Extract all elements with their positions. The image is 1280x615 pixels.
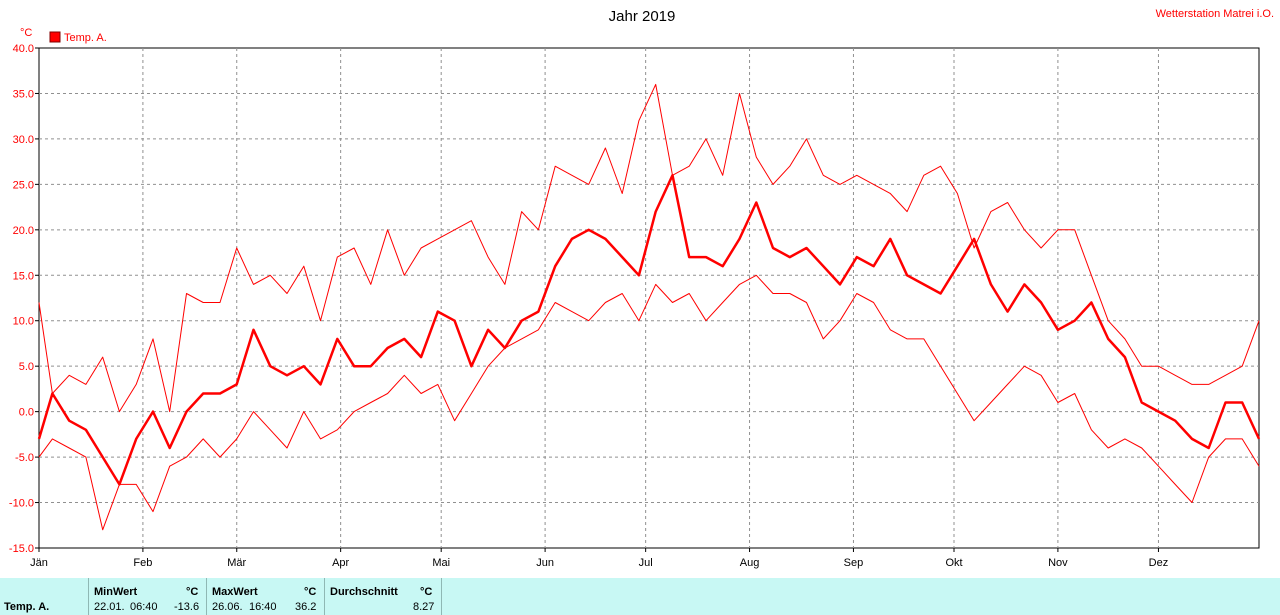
max-time: 16:40: [249, 601, 277, 613]
x-tick-label: Sep: [844, 557, 864, 569]
stats-row-label: Temp. A.: [4, 601, 50, 613]
max-date: 26.06.: [212, 601, 243, 613]
min-date: 22.01.: [94, 601, 125, 613]
x-tick-label: Aug: [740, 557, 760, 569]
x-tick-label: Dez: [1149, 557, 1169, 569]
x-tick-label: Jun: [536, 557, 554, 569]
x-tick-label: Okt: [945, 557, 962, 569]
y-tick-label: -15.0: [9, 543, 34, 555]
x-tick-label: Jän: [30, 557, 48, 569]
max-unit: °C: [304, 586, 317, 598]
y-tick-label: 25.0: [13, 179, 34, 191]
x-tick-label: Nov: [1048, 557, 1068, 569]
y-tick-label: 35.0: [13, 88, 34, 100]
legend-label: Temp. A.: [64, 32, 107, 44]
series-line-mean: [37, 174, 1261, 486]
y-tick-label: 40.0: [13, 43, 34, 55]
y-tick-label: 30.0: [13, 134, 34, 146]
y-tick-label: 15.0: [13, 270, 34, 282]
x-tick-label: Mai: [432, 557, 450, 569]
y-tick-label: 5.0: [19, 361, 34, 373]
station-name: Wetterstation Matrei i.O.: [1156, 8, 1274, 20]
y-tick-label: 0.0: [19, 407, 34, 419]
y-axis-unit: °C: [20, 27, 32, 39]
min-header: MinWert: [94, 586, 138, 598]
series-line-max: [38, 83, 1260, 413]
avg-unit: °C: [420, 586, 433, 598]
chart-title: Jahr 2019: [609, 8, 676, 25]
series-line-min: [38, 274, 1260, 531]
x-tick-label: Mär: [227, 557, 246, 569]
temperature-chart: Jahr 2019 Wetterstation Matrei i.O. °C T…: [9, 8, 1274, 569]
min-unit: °C: [186, 586, 199, 598]
avg-value: 8.27: [413, 601, 435, 613]
y-tick-label: -5.0: [15, 452, 34, 464]
min-time: 06:40: [130, 601, 158, 613]
y-tick-label: -10.0: [9, 498, 34, 510]
y-tick-label: 20.0: [13, 225, 34, 237]
legend-swatch: [49, 31, 61, 43]
max-header: MaxWert: [212, 586, 258, 598]
avg-header: Durchschnitt: [330, 586, 398, 598]
stats-panel: Temp. A. MinWert °C 22.01. 06:40 -13.6 M…: [0, 578, 1280, 615]
y-tick-label: 10.0: [13, 316, 34, 328]
x-tick-label: Apr: [332, 557, 349, 569]
x-tick-label: Feb: [133, 557, 152, 569]
max-value: 36.2: [295, 601, 317, 613]
min-value: -13.6: [174, 601, 200, 613]
x-tick-label: Jul: [639, 557, 653, 569]
